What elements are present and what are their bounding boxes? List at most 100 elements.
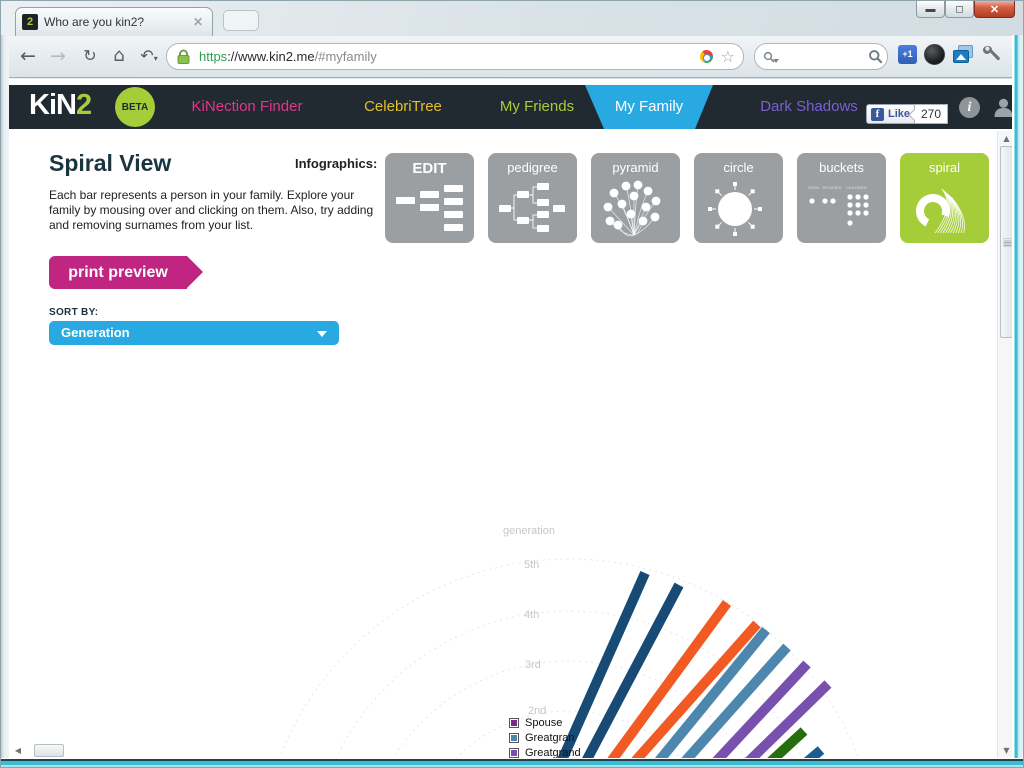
nav-item-my-family[interactable]: My Family bbox=[585, 85, 713, 129]
search-box[interactable] bbox=[754, 43, 888, 70]
legend-swatch bbox=[509, 732, 519, 743]
kin2-logo[interactable]: KiN2 bbox=[29, 89, 92, 121]
like-count-badge: 270 bbox=[914, 104, 949, 124]
print-preview-button[interactable]: print preview bbox=[49, 256, 203, 289]
chevron-down-icon bbox=[317, 331, 327, 337]
undo-history-button[interactable]: ↶▾ bbox=[140, 46, 158, 65]
browser-tab[interactable]: 2 Who are you kin2? ✕ bbox=[15, 7, 213, 36]
new-tab-button[interactable] bbox=[223, 10, 259, 31]
bookmark-star-icon[interactable]: ☆ bbox=[720, 47, 735, 66]
url-text: https://www.kin2.me/#myfamily bbox=[199, 49, 377, 64]
https-lock-icon bbox=[177, 49, 190, 64]
infographic-tile-circle[interactable]: circle bbox=[694, 153, 783, 243]
circle-tile-icon bbox=[708, 182, 762, 236]
nav-item-my-friends[interactable]: My Friends bbox=[499, 98, 575, 115]
edit-tile-icon bbox=[396, 185, 463, 231]
family-bar[interactable] bbox=[557, 570, 650, 758]
tile-label: buckets bbox=[819, 160, 864, 175]
infographic-tile-buckets[interactable]: buckets SPOU SPOUSES CHILDREN bbox=[797, 153, 886, 243]
family-bar[interactable] bbox=[743, 680, 832, 758]
ring-label-2nd: 2nd bbox=[528, 705, 547, 717]
sort-by-label: SORT BY: bbox=[49, 307, 99, 318]
tab-title: Who are you kin2? bbox=[44, 15, 145, 29]
infographic-tile-pedigree[interactable]: pedigree bbox=[488, 153, 577, 243]
nav-item-celebritree[interactable]: CelebriTree bbox=[364, 98, 442, 115]
legend-swatch bbox=[509, 747, 519, 758]
tab-close-icon[interactable]: ✕ bbox=[192, 15, 203, 29]
window-maximize-button[interactable]: ◻ bbox=[945, 1, 974, 18]
legend-item-greatgran: Greatgran bbox=[509, 730, 581, 745]
account-person-icon[interactable] bbox=[994, 98, 1013, 117]
wrench-settings-icon[interactable] bbox=[982, 44, 1002, 64]
tile-label: pedigree bbox=[507, 160, 558, 175]
scroll-left-icon[interactable]: ◀ bbox=[14, 746, 22, 755]
window-close-button[interactable]: ✕ bbox=[974, 1, 1015, 18]
spiral-tile-icon bbox=[916, 188, 965, 234]
scroll-up-icon[interactable]: ▲ bbox=[1003, 134, 1010, 143]
beta-badge: BETA bbox=[115, 87, 155, 127]
family-bar[interactable] bbox=[680, 643, 791, 758]
infographics-label: Infographics: bbox=[295, 156, 378, 171]
infographic-tile-pyramid[interactable]: pyramid bbox=[591, 153, 680, 243]
tile-label: circle bbox=[723, 160, 754, 175]
facebook-like-button[interactable]: f Like bbox=[866, 104, 918, 124]
info-icon[interactable]: i bbox=[959, 97, 980, 118]
browser-toolbar: ← → ↻ ⌂ ↶▾ https://www.kin2.me/#myfamily… bbox=[2, 36, 1022, 78]
nav-item-dark-shadows[interactable]: Dark Shadows bbox=[760, 98, 858, 115]
ring-label-5th: 5th bbox=[524, 559, 540, 571]
search-submit-icon[interactable] bbox=[868, 49, 883, 64]
reload-button[interactable]: ↻ bbox=[83, 46, 97, 65]
family-bar[interactable] bbox=[607, 600, 732, 758]
favicon-kin2-icon: 2 bbox=[22, 14, 38, 30]
buckets-tile-icon: SPOU SPOUSES CHILDREN bbox=[808, 185, 869, 226]
sort-dropdown[interactable]: Generation bbox=[49, 321, 339, 345]
infographic-tile-edit[interactable]: EDIT bbox=[385, 153, 474, 243]
infographic-tile-spiral[interactable]: spiral bbox=[900, 153, 989, 243]
family-bar[interactable] bbox=[711, 660, 811, 758]
family-bar[interactable] bbox=[801, 746, 825, 758]
window-minimize-button[interactable]: ▬ bbox=[916, 1, 945, 18]
scroll-down-icon[interactable]: ▼ bbox=[1003, 746, 1010, 755]
svg-text:SPOUSES: SPOUSES bbox=[822, 185, 842, 190]
family-bar[interactable] bbox=[582, 582, 684, 758]
legend-swatch bbox=[509, 717, 519, 728]
window-border-right bbox=[1012, 35, 1023, 758]
family-bar[interactable] bbox=[654, 626, 770, 758]
site-header: KiN2 BETA KiNection Finder CelebriTree My … bbox=[9, 85, 1014, 129]
tile-label: EDIT bbox=[412, 160, 447, 177]
svg-text:CHILDREN: CHILDREN bbox=[846, 185, 867, 190]
legend-item-spouse: Spouse bbox=[509, 715, 581, 730]
address-bar[interactable]: https://www.kin2.me/#myfamily ☆ bbox=[166, 43, 744, 70]
home-button[interactable]: ⌂ bbox=[113, 45, 125, 66]
legend-item-greatgrand: Greatgrand bbox=[509, 745, 581, 758]
generation-axis-label: generation bbox=[503, 525, 555, 537]
extension-plusone-icon[interactable]: +1 bbox=[898, 45, 917, 64]
window-border-left bbox=[1, 35, 9, 758]
forward-button[interactable]: → bbox=[50, 45, 66, 67]
tile-label: pyramid bbox=[612, 160, 659, 175]
back-button[interactable]: ← bbox=[20, 45, 36, 67]
extension-photos-icon[interactable] bbox=[953, 45, 973, 63]
nav-item-kinection-finder[interactable]: KiNection Finder bbox=[191, 98, 303, 115]
window-border-bottom bbox=[1, 758, 1023, 767]
chart-legend: Spouse Greatgran Greatgrand bbox=[509, 715, 581, 758]
page-viewport: KiN2 BETA KiNection Finder CelebriTree My … bbox=[9, 79, 1014, 758]
horizontal-scrollbar-thumb[interactable] bbox=[34, 744, 64, 757]
search-input[interactable] bbox=[779, 49, 868, 64]
family-bar[interactable] bbox=[630, 620, 761, 758]
search-engine-dropdown-icon[interactable] bbox=[773, 58, 779, 63]
tab-strip: 2 Who are you kin2? ✕ ▬ ◻ ✕ bbox=[1, 1, 1023, 36]
tile-label: spiral bbox=[928, 160, 961, 175]
facebook-icon: f bbox=[871, 107, 884, 121]
extension-dark-circle-icon[interactable] bbox=[924, 44, 945, 65]
svg-text:SPOU: SPOU bbox=[808, 185, 819, 190]
page-action-icon[interactable] bbox=[699, 50, 713, 63]
horizontal-scrollbar[interactable]: ◀ bbox=[9, 744, 129, 758]
page-description: Each bar represents a person in your fam… bbox=[49, 188, 374, 232]
pyramid-tile-icon bbox=[603, 180, 661, 237]
pedigree-tile-icon bbox=[499, 183, 565, 232]
ring-label-4th: 4th bbox=[524, 609, 540, 621]
family-bar[interactable] bbox=[767, 727, 808, 758]
ring-label-3rd: 3rd bbox=[525, 659, 541, 671]
